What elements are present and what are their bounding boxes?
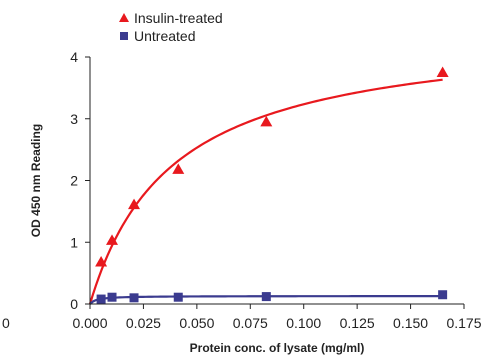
legend: Insulin-treated Untreated xyxy=(119,10,223,44)
legend-label-insulin-treated: Insulin-treated xyxy=(134,10,223,26)
x-tick-label: 0.025 xyxy=(126,315,161,331)
x-tick-label: 0.125 xyxy=(340,315,375,331)
data-point-untreated xyxy=(173,292,183,302)
y-tick-label: 1 xyxy=(70,234,78,250)
y-tick-label: 0 xyxy=(70,296,78,312)
x-axis-title: Protein conc. of lysate (mg/ml) xyxy=(190,341,365,355)
fit-lines xyxy=(88,78,443,305)
data-point-insulin-treated xyxy=(128,198,141,210)
data-point-untreated xyxy=(96,294,106,304)
data-point-insulin-treated xyxy=(436,66,449,77)
x-tick-label: 0.050 xyxy=(179,315,214,331)
data-point-untreated xyxy=(107,292,117,302)
x-tick-label: 0.075 xyxy=(233,315,268,331)
y-tick-label: 3 xyxy=(70,111,78,127)
data-point-insulin-treated xyxy=(95,256,108,267)
data-point-untreated xyxy=(438,290,448,300)
y-tick-label: 2 xyxy=(70,173,78,189)
y-axis-title: OD 450 nm Reading xyxy=(29,124,43,237)
data-point-insulin-treated xyxy=(172,163,185,174)
legend-marker-untreated xyxy=(120,32,128,40)
x-tick-label: 0.100 xyxy=(286,315,321,331)
y-tick-label: 4 xyxy=(70,49,78,65)
markers xyxy=(95,66,449,304)
y-ticks: 0 1 2 3 4 xyxy=(70,49,90,312)
x-tick-label: 0.150 xyxy=(393,315,428,331)
x-tick-label: 0.000 xyxy=(72,315,107,331)
axes xyxy=(89,57,464,305)
x-tick-label: 0.175 xyxy=(446,315,481,331)
data-point-insulin-treated xyxy=(106,234,119,245)
fit-line-insulin-treated xyxy=(88,78,443,305)
legend-label-untreated: Untreated xyxy=(134,28,195,44)
x-ticks: 0.000 0.025 0.050 0.075 0.100 0.125 0.150 0.175 xyxy=(72,304,482,331)
legend-marker-insulin-treated xyxy=(119,13,129,22)
data-point-untreated xyxy=(261,292,271,302)
stray-zero-label: 0 xyxy=(2,315,10,331)
data-point-insulin-treated xyxy=(260,115,273,127)
data-point-untreated xyxy=(129,293,139,303)
